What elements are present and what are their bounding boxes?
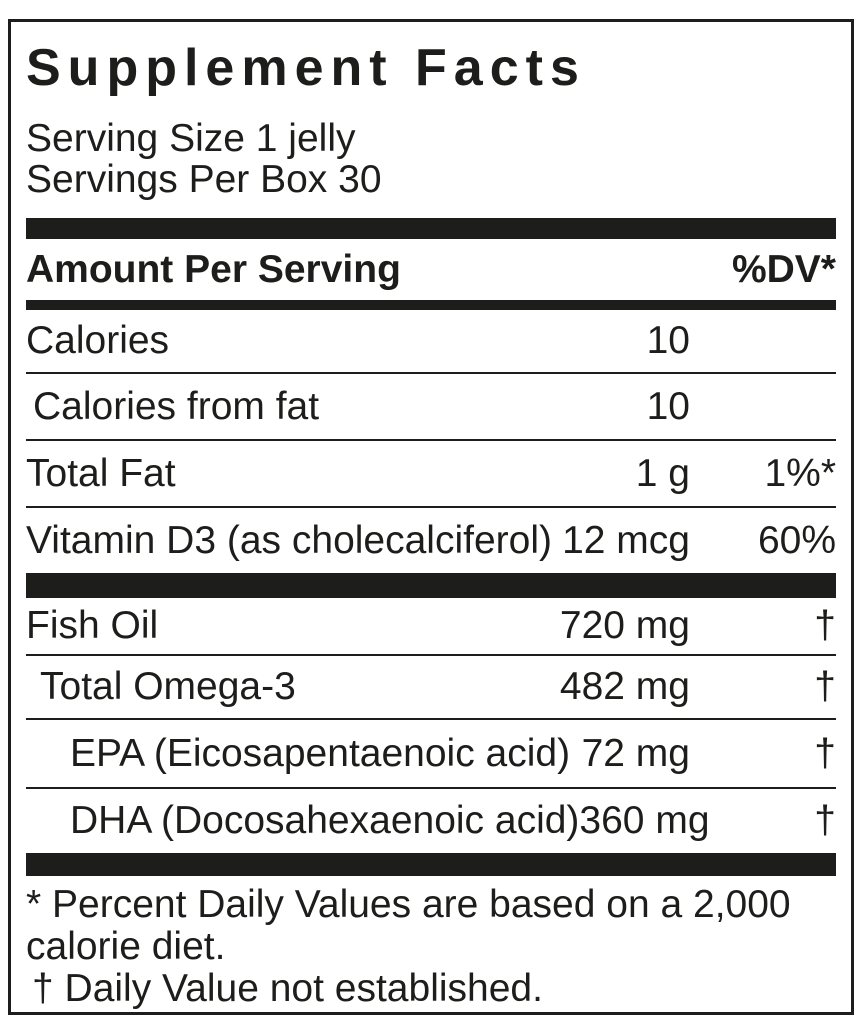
nutrient-row-total-fat: Total Fat 1 g 1%* xyxy=(26,441,836,508)
separator-bar-bottom xyxy=(26,853,836,876)
nutrient-amount: 10 xyxy=(646,319,690,362)
footnote-percent-dv: * Percent Daily Values are based on a 2,… xyxy=(26,883,791,968)
nutrient-dv: † xyxy=(814,665,836,708)
nutrient-row-vitamin-d3: Vitamin D3 (as cholecalciferol) 12 mcg 6… xyxy=(26,508,836,573)
nutrient-row-fish-oil: Fish Oil 720 mg † xyxy=(26,598,836,656)
nutrient-amount: 720 mg xyxy=(559,604,690,647)
column-header-row: Amount Per Serving %DV* xyxy=(26,239,836,300)
nutrient-amount: 72 mg xyxy=(581,731,690,775)
supplement-facts-panel: Supplement Facts Serving Size 1 jelly Se… xyxy=(8,19,854,1015)
nutrient-name: Calories xyxy=(26,319,170,362)
nutrient-dv: † xyxy=(814,604,836,647)
nutrient-amount: 1 g xyxy=(635,451,690,495)
amount-per-serving-header: Amount Per Serving xyxy=(26,247,401,291)
nutrient-name: Total Fat xyxy=(26,451,176,495)
nutrient-name: Fish Oil xyxy=(26,604,159,647)
serving-info: Serving Size 1 jelly Servings Per Box 30 xyxy=(26,118,836,200)
nutrient-name: EPA (Eicosapentaenoic acid) xyxy=(70,731,571,775)
separator-bar-middle xyxy=(26,573,836,598)
panel-title: Supplement Facts xyxy=(26,39,586,97)
nutrient-name: DHA (Docosahexaenoic acid) xyxy=(70,799,580,842)
nutrient-row-calories-from-fat: Calories from fat 10 xyxy=(26,374,836,441)
nutrient-amount: 10 xyxy=(646,384,690,428)
nutrient-row-epa: EPA (Eicosapentaenoic acid) 72 mg † xyxy=(26,720,836,789)
nutrient-row-calories: Calories 10 xyxy=(26,310,836,374)
nutrient-dv: † xyxy=(814,731,836,775)
nutrient-dv: 1%* xyxy=(764,451,836,495)
nutrient-name: Calories from fat xyxy=(33,384,320,428)
separator-bar-top xyxy=(26,218,836,239)
serving-size-line: Serving Size 1 jelly xyxy=(26,117,356,160)
servings-per-box-line: Servings Per Box 30 xyxy=(26,158,382,201)
separator-bar-medium xyxy=(26,300,836,310)
nutrient-row-dha: DHA (Docosahexaenoic acid) 360 mg † xyxy=(26,789,836,853)
percent-dv-header: %DV* xyxy=(731,247,836,291)
nutrient-row-total-omega-3: Total Omega-3 482 mg † xyxy=(26,656,836,720)
nutrient-amount: 360 mg xyxy=(579,799,710,842)
nutrient-amount: 482 mg xyxy=(559,665,690,708)
footnotes: * Percent Daily Values are based on a 2,… xyxy=(26,884,836,1010)
nutrient-name: Vitamin D3 (as cholecalciferol) xyxy=(26,518,552,562)
nutrient-dv: † xyxy=(814,799,836,842)
nutrient-dv: 60% xyxy=(757,518,836,562)
nutrient-name: Total Omega-3 xyxy=(40,665,296,708)
footnote-dagger: † Daily Value not established. xyxy=(32,967,543,1010)
nutrient-amount: 12 mcg xyxy=(562,518,690,562)
nutrient-section-2: Fish Oil 720 mg † Total Omega-3 482 mg †… xyxy=(26,598,836,853)
nutrient-section-1: Calories 10 Calories from fat 10 Total F… xyxy=(26,310,836,573)
